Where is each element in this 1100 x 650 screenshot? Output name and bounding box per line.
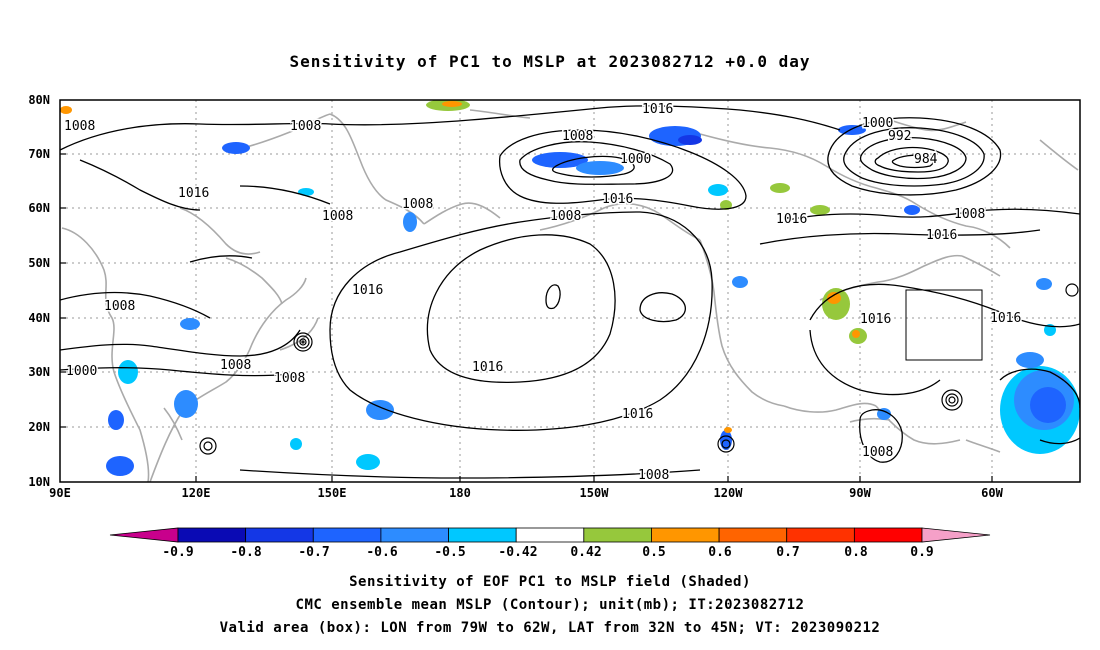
contour-label: 1016 [602, 192, 633, 207]
colorbar-cell [921, 527, 991, 543]
coastlines [61, 109, 1079, 482]
colorbar-cell [109, 527, 179, 543]
contour-label: 1008 [274, 371, 305, 386]
colorbar-tick-label: 0.42 [570, 545, 601, 560]
contour-label: 1008 [290, 119, 321, 134]
colorbar-tick-label: -0.8 [230, 545, 261, 560]
colorbar-cell [853, 527, 923, 543]
lon-tick-label: 150W [580, 486, 610, 500]
colorbar-cell [583, 527, 652, 543]
contour-label: 1008 [562, 129, 593, 144]
contour-label: 1008 [64, 119, 95, 134]
lat-tick-label: 40N [28, 311, 50, 325]
contour-label: 1008 [322, 209, 353, 224]
contour-label: 1008 [550, 209, 581, 224]
colorbar [109, 527, 991, 543]
colorbar-cell [245, 527, 314, 543]
contour-label: 1008 [862, 445, 893, 460]
axis-ticks [60, 153, 993, 482]
lat-tick-label: 80N [28, 93, 50, 107]
valid-area-box [905, 289, 983, 361]
contour-label: 1000 [620, 152, 651, 167]
footer-line-2: CMC ensemble mean MSLP (Contour); unit(m… [295, 597, 805, 613]
contour-label: 1008 [402, 197, 433, 212]
contour-label: 1016 [926, 228, 957, 243]
colorbar-cell [380, 527, 449, 543]
colorbar-cell [177, 527, 247, 543]
colorbar-tick-label: 0.9 [910, 545, 933, 560]
lat-tick-label: 30N [28, 365, 50, 379]
colorbar-cell [651, 527, 720, 543]
lon-tick-label: 120W [714, 486, 744, 500]
lat-tick-label: 60N [28, 201, 50, 215]
contour-label: 1000 [862, 116, 893, 131]
contour-label: 1000 [66, 364, 97, 379]
colorbar-tick-label: 0.5 [642, 545, 665, 560]
map-title: Sensitivity of PC1 to MSLP at 2023082712… [289, 52, 811, 71]
colorbar-tick-label: -0.5 [434, 545, 465, 560]
colorbar-tick-label: 0.7 [776, 545, 799, 560]
lon-tick-label: 60W [981, 486, 1003, 500]
lon-axis-labels: 90E 120E 150E 180 150W 120W 90W 60W [49, 486, 1003, 500]
contour-label: 992 [888, 129, 911, 144]
contour-label-group: 1008 1008 1016 1008 1008 1008 1000 1016 … [63, 101, 1023, 483]
contour-label: 1016 [352, 283, 383, 298]
lon-tick-label: 150E [318, 486, 347, 500]
contour-label: 1016 [776, 212, 807, 227]
lat-tick-label: 70N [28, 147, 50, 161]
map-frame [59, 99, 1081, 483]
lon-tick-label: 120E [182, 486, 211, 500]
colorbar-tick-label: -0.7 [298, 545, 329, 560]
contour-label: 1016 [642, 102, 673, 117]
contour-label: 1008 [954, 207, 985, 222]
contour-label: 1016 [472, 360, 503, 375]
colorbar-cell [312, 527, 382, 543]
lon-tick-label: 90E [49, 486, 71, 500]
contour-label: 1016 [990, 311, 1021, 326]
contour-label: 1016 [622, 407, 653, 422]
colorbar-tick-label: -0.6 [366, 545, 397, 560]
lon-tick-label: 180 [449, 486, 471, 500]
lat-tick-label: 20N [28, 420, 50, 434]
contour-label: 1008 [220, 358, 251, 373]
colorbar-cell [786, 527, 855, 543]
contour-label: 1016 [178, 186, 209, 201]
colorbar-tick-label: -0.9 [162, 545, 193, 560]
lat-tick-label: 10N [28, 475, 50, 489]
lat-axis-labels: 80N 70N 60N 50N 40N 30N 20N 10N [28, 93, 50, 489]
lon-tick-label: 90W [849, 486, 871, 500]
footer-line-3: Valid area (box): LON from 79W to 62W, L… [219, 620, 881, 636]
closed-circulations [199, 283, 1079, 455]
footer-line-1: Sensitivity of EOF PC1 to MSLP field (Sh… [349, 574, 751, 590]
contour-label: 1008 [104, 299, 135, 314]
colorbar-tick-label: 0.8 [844, 545, 868, 560]
colorbar-tick-label: 0.6 [708, 545, 732, 560]
contour-label: 1008 [638, 468, 669, 483]
colorbar-cell [448, 527, 517, 543]
colorbar-labels: -0.9 -0.8 -0.7 -0.6 -0.5 -0.42 0.42 0.5 … [162, 545, 933, 560]
contour-label: 984 [914, 152, 938, 167]
colorbar-cell [718, 527, 788, 543]
lat-tick-label: 50N [28, 256, 50, 270]
colorbar-tick-label: -0.42 [498, 545, 537, 560]
mslp-contours [60, 105, 1080, 479]
colorbar-cell [515, 527, 585, 543]
contour-label: 1016 [860, 312, 891, 327]
